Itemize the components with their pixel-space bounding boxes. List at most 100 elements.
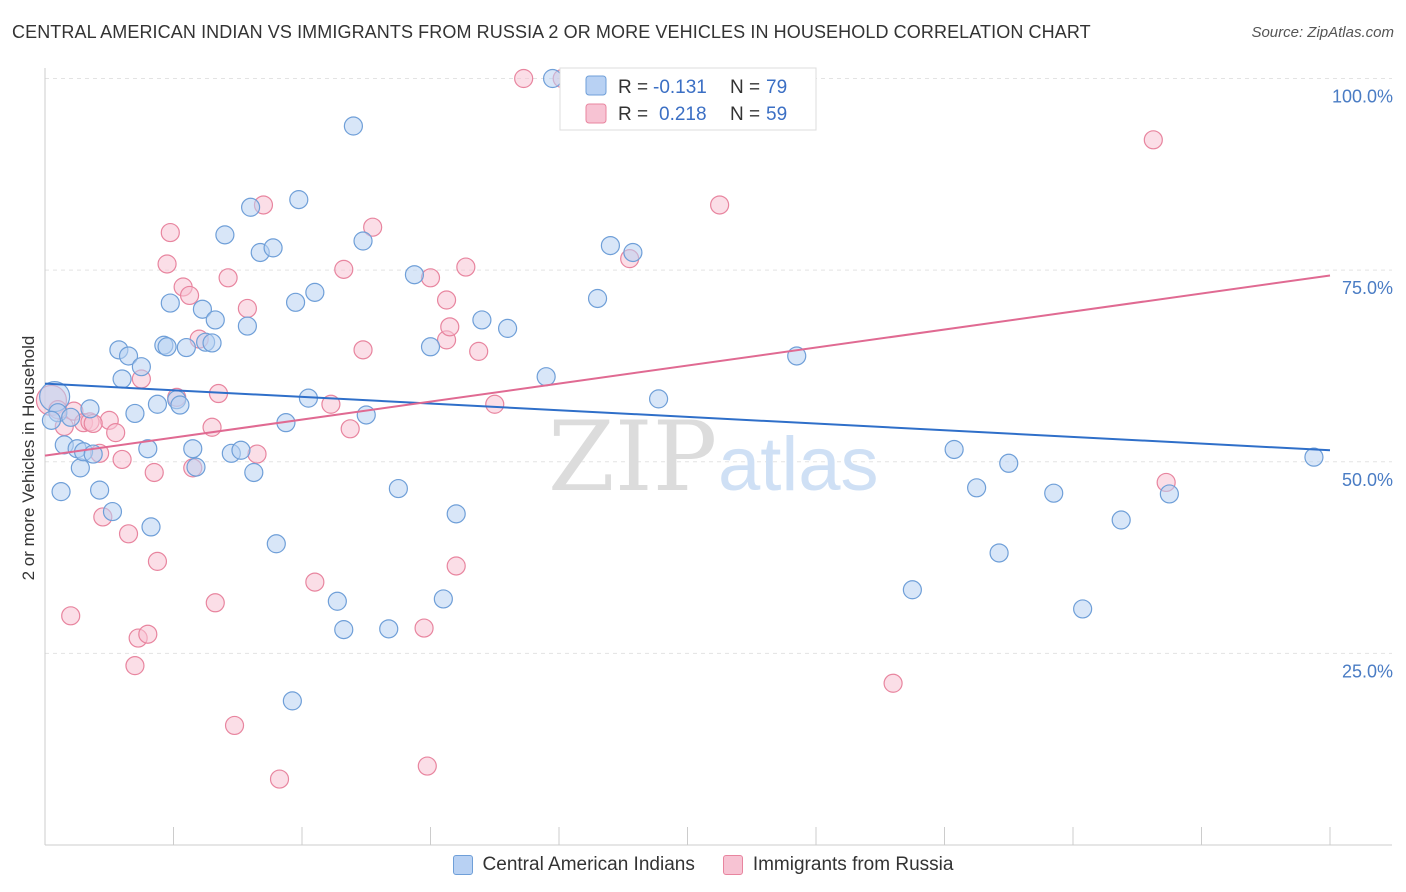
central-american-point-40 <box>266 534 286 554</box>
central-american-point-35 <box>237 316 257 336</box>
trendline-russia <box>44 274 1331 457</box>
series-legend: Central American Indians Immigrants from… <box>0 852 1406 878</box>
legend-r-value-2: 0.218 <box>659 104 707 125</box>
russia-point-43 <box>420 268 441 288</box>
russia-point-41 <box>414 618 434 638</box>
central-american-point-19 <box>147 394 168 414</box>
russia-point-23 <box>179 285 200 306</box>
legend-n-value-2: 59 <box>766 104 787 125</box>
legend-swatch-pink <box>585 103 607 124</box>
correlation-legend: R = -0.131 N = 79 R = 0.218 N = 59 <box>559 67 817 131</box>
central-american-point-47 <box>327 591 347 611</box>
central-american-point-56 <box>433 589 453 609</box>
central-american-point-75 <box>1111 510 1131 530</box>
central-american-point-58 <box>472 310 492 330</box>
central-american-point-59 <box>498 318 518 338</box>
russia-point-16 <box>138 624 158 644</box>
central-american-point-37 <box>244 462 264 483</box>
central-american-point-18 <box>141 517 161 537</box>
central-american-point-65 <box>648 389 669 409</box>
trend-lines <box>44 274 1331 457</box>
russia-point-56 <box>1143 130 1163 150</box>
central-american-point-2 <box>51 482 71 502</box>
russia-point-46 <box>440 317 460 337</box>
central-american-point-57 <box>446 504 466 524</box>
watermark-zip: ZIP <box>548 401 717 513</box>
central-american-point-21 <box>157 337 177 357</box>
russia-point-10 <box>106 423 126 443</box>
central-american-point-11 <box>102 501 123 522</box>
russia-point-44 <box>436 290 457 310</box>
russia-point-30 <box>224 715 245 736</box>
central-american-point-15 <box>125 403 145 424</box>
central-american-point-17 <box>138 439 158 459</box>
legend-r-value-1: -0.131 <box>653 77 707 98</box>
y-axis-label: 2 or more Vehicles in Household <box>19 336 38 581</box>
legend-r-label-1: R = <box>618 77 648 98</box>
central-american-point-55 <box>420 337 441 357</box>
y-tick-label-3: 100.0% <box>1332 87 1393 107</box>
central-american-point-61 <box>542 68 563 89</box>
central-american-point-68 <box>902 580 922 600</box>
central-american-point-25 <box>176 337 196 358</box>
central-american-point-54 <box>404 265 425 285</box>
y-tick-label-1: 50.0% <box>1342 470 1393 490</box>
russia-point-29 <box>218 268 238 288</box>
central-american-point-43 <box>285 292 306 312</box>
legend-n-value-1: 79 <box>766 77 787 98</box>
central-american-point-71 <box>989 543 1009 563</box>
central-american-point-6 <box>70 458 90 478</box>
russia-point-38 <box>340 419 360 439</box>
russia-point-54 <box>710 195 730 215</box>
russia-point-42 <box>417 756 437 776</box>
central-american-point-22 <box>160 293 180 313</box>
russia-point-47 <box>446 556 466 576</box>
central-american-point-8 <box>80 399 100 419</box>
central-american-point-16 <box>131 357 151 377</box>
central-american-point-14 <box>118 346 139 366</box>
central-american-point-52 <box>379 619 399 639</box>
legend-n-label-1: N = <box>730 77 760 98</box>
central-american-point-42 <box>282 691 302 711</box>
central-american-point-78 <box>41 410 62 430</box>
legend-swatch-central-american <box>452 855 473 875</box>
central-american-point-60 <box>536 367 556 387</box>
legend-r-label-2: R = <box>618 104 648 125</box>
russia-point-27 <box>205 593 225 613</box>
central-american-point-74 <box>1073 599 1093 619</box>
central-american-point-53 <box>388 478 408 499</box>
russia-point-49 <box>469 341 489 361</box>
russia-point-40 <box>363 217 383 237</box>
central-american-point-72 <box>999 453 1019 473</box>
central-american-point-27 <box>186 457 206 477</box>
chart-title: CENTRAL AMERICAN INDIAN VS IMMIGRANTS FR… <box>12 22 1091 42</box>
central-american-point-73 <box>1044 483 1064 503</box>
watermark: ZIP atlas <box>548 401 879 513</box>
central-american-point-36 <box>241 197 261 217</box>
watermark-atlas: atlas <box>718 422 879 507</box>
central-american-point-44 <box>289 190 309 210</box>
central-american-point-32 <box>215 225 235 245</box>
russia-point-11 <box>112 449 132 470</box>
central-american-point-4 <box>61 407 81 427</box>
central-american-point-49 <box>343 116 363 136</box>
russia-point-55 <box>883 673 903 693</box>
legend-swatch-blue <box>585 75 607 96</box>
source-label: Source: ZipAtlas.com <box>1251 24 1394 41</box>
central-american-point-31 <box>205 310 225 330</box>
russia-point-34 <box>269 769 290 789</box>
central-american-point-64 <box>623 242 643 263</box>
russia-point-17 <box>144 462 164 483</box>
russia-point-18 <box>147 551 168 571</box>
axes <box>44 68 1392 846</box>
central-american-point-13 <box>112 369 132 389</box>
russia-point-19 <box>157 254 177 274</box>
russia-point-20 <box>160 222 180 243</box>
legend-swatch-russia <box>722 855 743 875</box>
central-american-point-70 <box>967 478 987 498</box>
central-american-point-30 <box>202 333 222 353</box>
legend-item-russia: Immigrants from Russia <box>722 854 953 876</box>
russia-point-13 <box>125 656 145 676</box>
central-american-point-63 <box>600 235 621 256</box>
central-american-point-50 <box>353 231 373 251</box>
